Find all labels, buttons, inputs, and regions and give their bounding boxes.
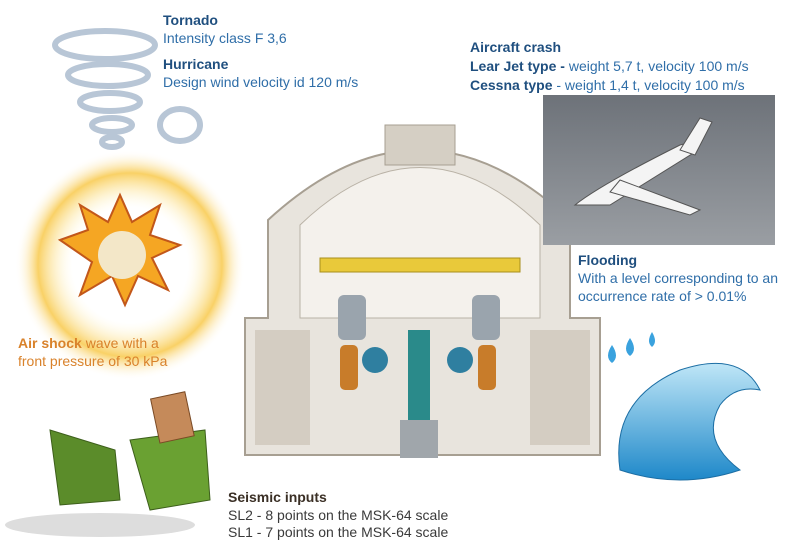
hazard-text: Design wind velocity id 120 m/s	[163, 73, 358, 91]
hazard-text: Intensity class F 3,6	[163, 29, 287, 47]
hazard-line: Lear Jet type - weight 5,7 t, velocity 1…	[470, 57, 749, 75]
hazard-text: With a level corresponding to an	[578, 269, 778, 287]
hazard-title: Tornado	[163, 11, 218, 29]
infographic: Tornado Intensity class F 3,6 Hurricane …	[0, 0, 790, 540]
hazard-text: occurrence rate of > 0.01%	[578, 287, 747, 305]
hazard-title: Seismic inputs	[228, 488, 327, 506]
ground-right	[130, 430, 210, 510]
ground-shadow	[5, 513, 195, 537]
hazard-text: - weight 1,4 t, velocity 100 m/s	[556, 77, 744, 93]
hazard-text: weight 5,7 t, velocity 100 m/s	[569, 58, 749, 74]
hazard-label: Cessna type	[470, 77, 552, 93]
wave-icon	[619, 363, 760, 480]
building-icon	[151, 392, 195, 443]
hazard-text: wave with a	[86, 335, 159, 351]
hazard-title: Hurricane	[163, 55, 228, 73]
hazard-title: Flooding	[578, 251, 637, 269]
hazard-text: SL1 - 7 points on the MSK-64 scale	[228, 523, 448, 540]
hazard-label: Lear Jet type -	[470, 58, 565, 74]
hazard-line: Cessna type - weight 1,4 t, velocity 100…	[470, 76, 745, 94]
hazard-title: Aircraft crash	[470, 38, 561, 56]
water-drops	[608, 332, 655, 363]
hazard-text: SL2 - 8 points on the MSK-64 scale	[228, 506, 448, 524]
ground-left	[50, 430, 120, 505]
explosion-cloud	[98, 231, 146, 279]
hazard-title: Air shock	[18, 335, 82, 351]
hazard-line: Air shock wave with a	[18, 334, 159, 352]
hazard-text: front pressure of 30 kPa	[18, 352, 167, 370]
